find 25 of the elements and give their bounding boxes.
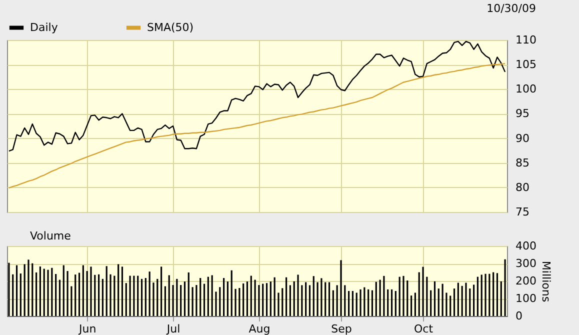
y-tick-label: 300 <box>516 257 536 270</box>
y-tick-label: 400 <box>516 240 536 252</box>
text: 10/30/09 <box>486 2 536 15</box>
legend-label: Daily <box>30 20 58 34</box>
line-series <box>8 62 506 189</box>
series-label: Volume <box>30 230 72 242</box>
y-tick-label: 75 <box>516 206 530 218</box>
y-tick-label: 90 <box>516 132 530 145</box>
line-series <box>8 40 506 152</box>
x-tick-label: Oct <box>414 322 434 335</box>
y-tick-label: 80 <box>516 180 530 194</box>
y-axis-title: Millions <box>539 260 552 302</box>
x-tick-label: Aug <box>248 322 270 335</box>
legend-label: SMA(50) <box>147 20 194 34</box>
y-tick-label: 105 <box>516 58 536 72</box>
y-tick-label: 200 <box>516 274 536 288</box>
y-tick-label: 95 <box>516 107 530 120</box>
y-tick-label: 0 <box>516 310 522 322</box>
y-tick-label: 110 <box>516 34 536 46</box>
y-tick-label: 100 <box>516 292 536 305</box>
x-tick-label: Jun <box>78 322 96 335</box>
y-tick-label: 85 <box>516 156 530 170</box>
x-tick-label: Sep <box>331 322 352 335</box>
y-tick-label: 100 <box>516 82 536 96</box>
x-tick-label: Jul <box>166 322 180 335</box>
